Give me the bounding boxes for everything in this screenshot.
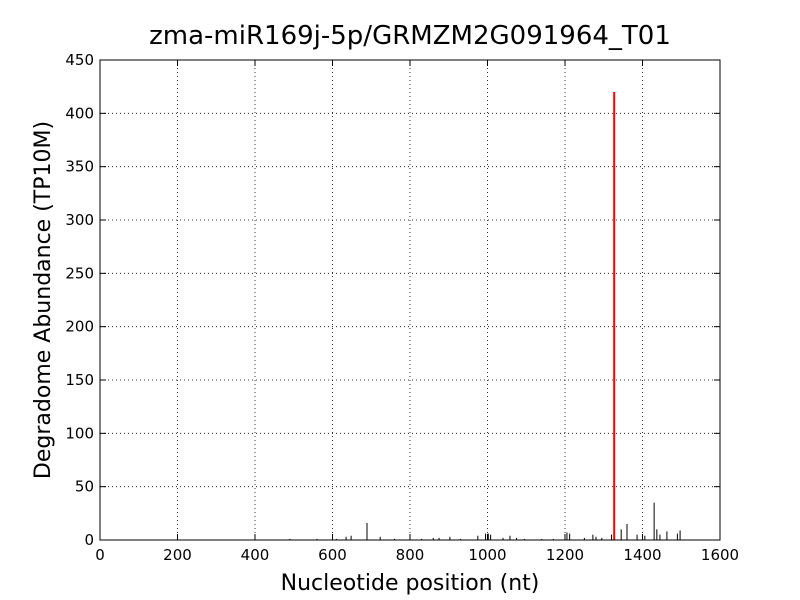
y-tick-label: 150 [65, 371, 94, 389]
x-tick-label: 1200 [546, 546, 584, 564]
x-axis-label: Nucleotide position (nt) [281, 571, 540, 596]
x-tick-label: 200 [163, 546, 192, 564]
y-tick-label: 100 [65, 424, 94, 442]
x-tick-label: 400 [241, 546, 270, 564]
chart-title: zma-miR169j-5p/GRMZM2G091964_T01 [149, 21, 671, 51]
y-tick-label: 250 [65, 264, 94, 282]
y-tick-label: 200 [65, 318, 94, 336]
x-tick-label: 1400 [623, 546, 661, 564]
y-tick-label: 350 [65, 158, 94, 176]
y-tick-label: 300 [65, 211, 94, 229]
y-tick-label: 50 [75, 478, 94, 496]
y-tick-label: 0 [84, 531, 94, 549]
x-tick-label: 800 [396, 546, 425, 564]
x-tick-label: 1000 [468, 546, 506, 564]
y-axis-label: Degradome Abundance (TP10M) [31, 121, 56, 479]
plot-frame [99, 59, 721, 541]
x-tick-label: 0 [95, 546, 105, 564]
x-tick-label: 600 [318, 546, 347, 564]
x-tick-label: 1600 [701, 546, 739, 564]
y-tick-label: 450 [65, 51, 94, 69]
y-tick-label: 400 [65, 104, 94, 122]
